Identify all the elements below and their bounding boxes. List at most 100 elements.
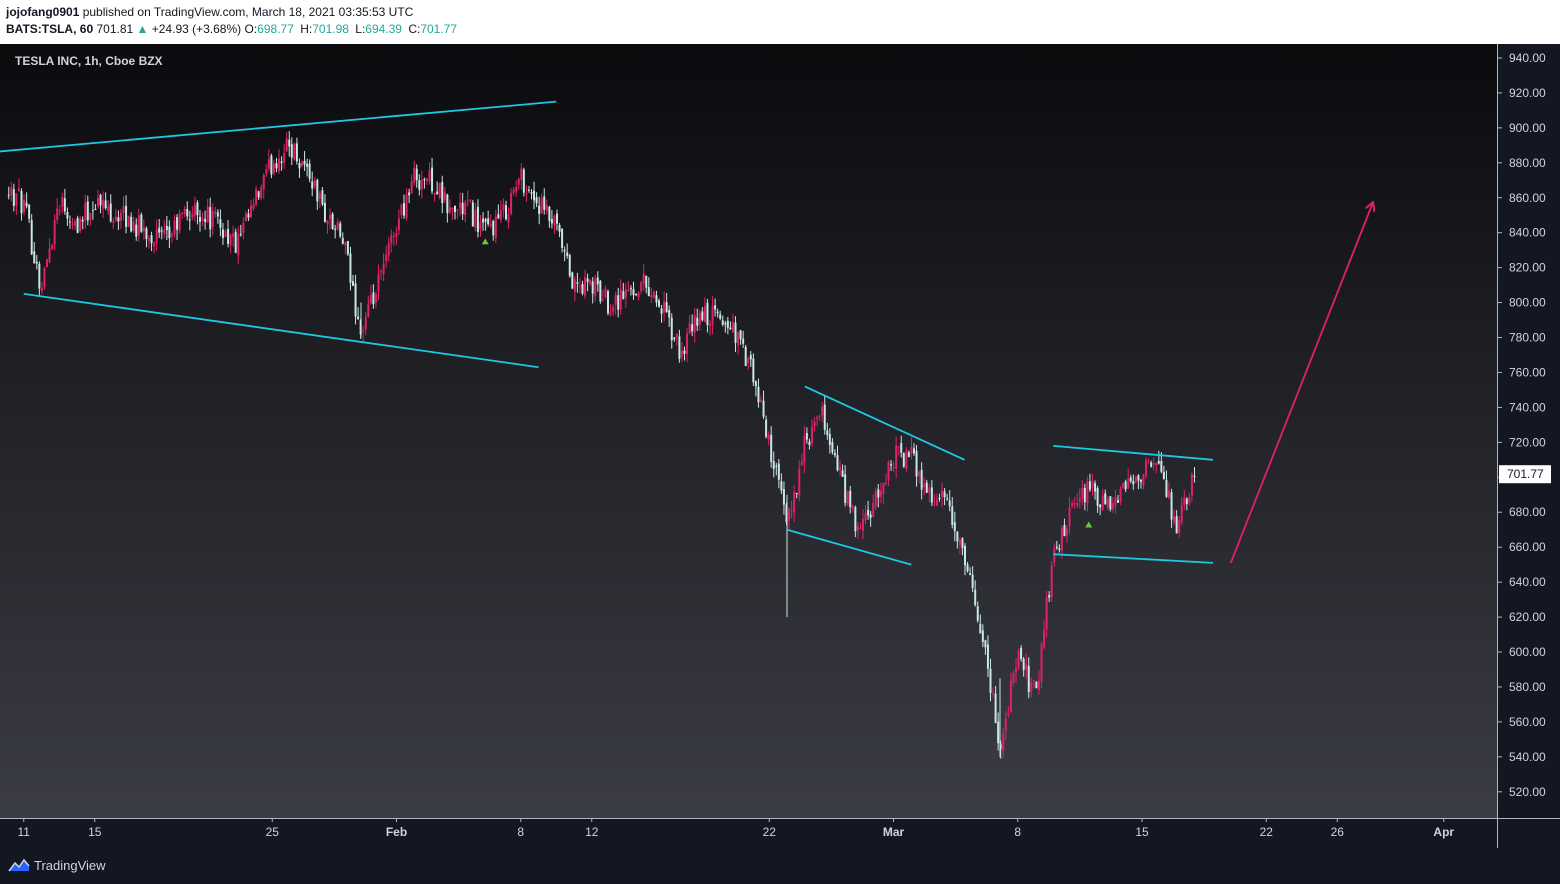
time-tick-label: 15: [88, 825, 102, 839]
candle-body: [479, 221, 482, 230]
candle-body: [137, 215, 140, 236]
candle: [624, 283, 627, 308]
candle-body: [336, 222, 339, 230]
candle: [839, 460, 842, 477]
candles-layer: [7, 130, 1196, 759]
candle: [1076, 493, 1079, 508]
candle-body: [703, 306, 706, 323]
candle: [278, 149, 281, 174]
candle: [267, 149, 270, 172]
candle-body: [642, 273, 645, 284]
candle: [25, 192, 28, 209]
candle: [505, 200, 507, 221]
candle: [1142, 473, 1145, 490]
projection-arrow: [1229, 203, 1373, 564]
candle: [418, 174, 421, 196]
candle-body: [321, 190, 324, 205]
candle: [818, 414, 821, 421]
candle: [99, 193, 102, 214]
candle: [479, 215, 482, 237]
tradingview-logo-icon[interactable]: [8, 857, 30, 873]
candle-body: [227, 229, 230, 244]
candle-body: [678, 336, 681, 359]
candle-body: [864, 512, 867, 521]
candle-body: [1109, 496, 1112, 510]
candle-body: [734, 322, 737, 343]
candle-body: [1091, 480, 1094, 488]
candle-body: [1060, 528, 1063, 551]
candle-body: [1124, 481, 1127, 490]
candle: [716, 308, 719, 318]
candle: [137, 208, 140, 242]
candle-body: [614, 295, 617, 305]
high-label: H:: [300, 22, 313, 36]
candle: [107, 200, 110, 215]
candle-body: [224, 230, 227, 237]
candle-body: [846, 491, 849, 506]
candle: [397, 209, 400, 236]
candle-body: [1157, 460, 1160, 464]
candle-body: [892, 466, 895, 469]
time-axis[interactable]: 11 15 25 Feb 8 12 22 Mar 8 15 22 26 Apr: [0, 818, 1560, 848]
candle-body: [158, 227, 161, 233]
candle: [12, 183, 15, 212]
candle-body: [362, 330, 365, 332]
candle-body: [701, 311, 704, 321]
candle: [448, 199, 451, 215]
candle: [1081, 480, 1084, 505]
price-axis[interactable]: 940.00 920.00 900.00 880.00 860.00 840.00 820.…: [1497, 44, 1560, 848]
candle: [61, 192, 64, 214]
candle-body: [688, 323, 691, 334]
candle-body: [823, 404, 826, 430]
candle-body: [494, 216, 497, 239]
candle: [946, 493, 949, 501]
candle-body: [668, 309, 671, 318]
candle: [331, 212, 334, 230]
candle-body: [828, 433, 831, 445]
candle-body: [247, 213, 250, 218]
candle-body: [344, 242, 347, 246]
candle-body: [1076, 503, 1079, 506]
candle: [948, 490, 951, 512]
candle-body: [650, 295, 653, 298]
candle-body: [951, 506, 954, 525]
candle: [747, 357, 750, 370]
author-name[interactable]: jojofang0901: [6, 5, 80, 19]
candle: [403, 194, 405, 219]
candle-body: [890, 464, 893, 466]
candle: [734, 316, 737, 352]
candle-body: [140, 214, 143, 232]
candle-body: [956, 531, 959, 542]
candle-body: [436, 191, 439, 195]
candle-body: [645, 275, 648, 288]
candle: [665, 292, 668, 313]
candle: [964, 543, 966, 576]
candle: [576, 272, 579, 293]
candle: [614, 291, 617, 315]
price-tick-label: 600.00: [1509, 645, 1546, 659]
candle-body: [104, 200, 107, 209]
candle: [451, 207, 454, 220]
candle: [492, 219, 495, 241]
candle: [762, 390, 765, 419]
candle: [795, 492, 798, 499]
candle: [66, 207, 69, 226]
candle: [446, 193, 449, 223]
candle: [586, 273, 589, 292]
candle-body: [107, 206, 110, 212]
chart-area[interactable]: 940.00 920.00 900.00 880.00 860.00 840.00 820.…: [0, 44, 1560, 848]
candle: [326, 219, 329, 234]
candle: [897, 446, 900, 456]
candle: [10, 181, 13, 202]
signal-marker-icon: [1085, 521, 1093, 528]
candle-body: [816, 417, 819, 419]
candle: [7, 186, 10, 200]
candle: [780, 473, 783, 495]
candle: [678, 329, 681, 363]
candlestick-chart[interactable]: 940.00 920.00 900.00 880.00 860.00 840.00 820.…: [0, 44, 1560, 848]
tradingview-brand[interactable]: TradingView: [34, 858, 106, 873]
candle-body: [270, 155, 273, 175]
candle: [999, 740, 1002, 759]
candle-body: [854, 507, 857, 532]
candle-body: [329, 214, 332, 220]
